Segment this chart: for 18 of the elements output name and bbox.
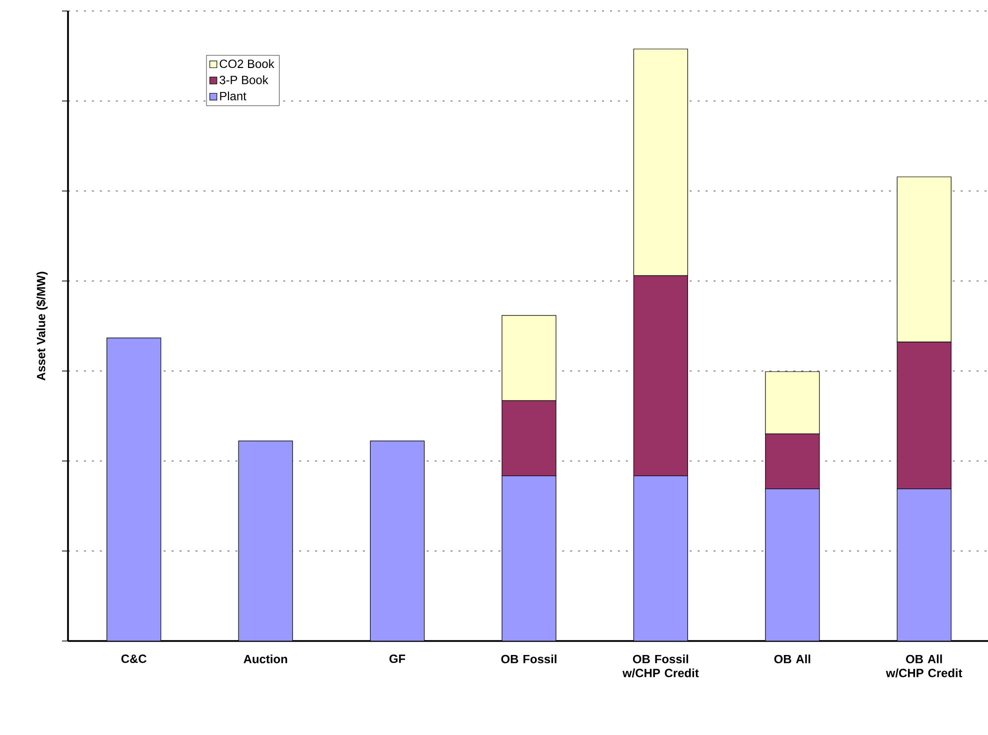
bar [502, 476, 556, 641]
x-tick-label: OB All [774, 654, 810, 664]
bar [106, 338, 162, 641]
x-tick-label: OB Fossil w/CHP Credit [622, 654, 699, 678]
y-axis-title: Asset Value ($/MW) [36, 272, 48, 381]
x-tick-label: GF [389, 654, 406, 663]
x-tick-label: Auction [244, 654, 288, 664]
legend-label: 3-P Book [220, 75, 268, 84]
bar [370, 440, 425, 641]
x-tick-label: OB All w/CHP Credit [886, 654, 962, 678]
legend-label: CO2 Book [220, 59, 274, 68]
x-tick-label: C&C [121, 654, 146, 663]
legend-label: Plant [220, 92, 246, 100]
bar [896, 488, 952, 641]
bar [238, 440, 293, 641]
x-tick-label: OB Fossil [501, 654, 556, 664]
bar [633, 476, 688, 641]
bar [765, 488, 820, 641]
